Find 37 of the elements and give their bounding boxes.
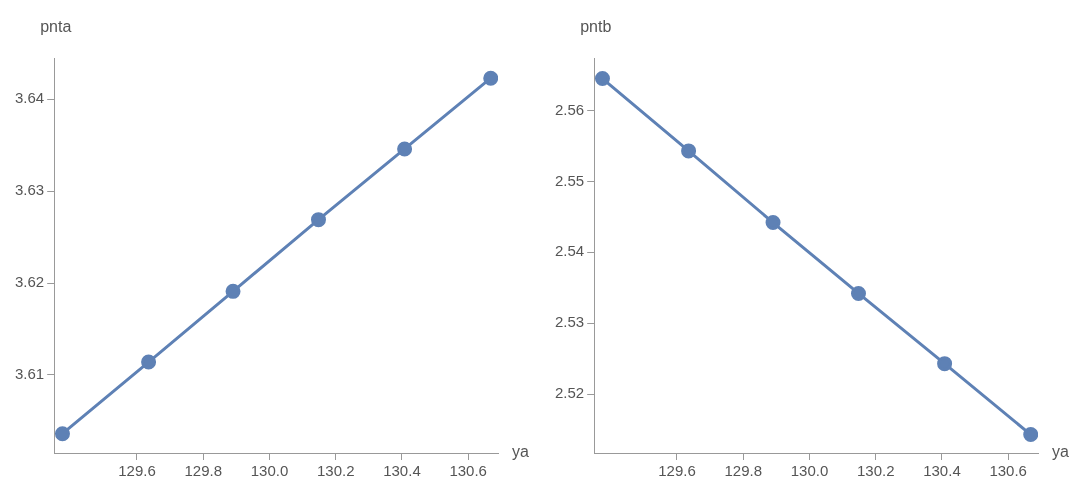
y-tick-label: 3.64 xyxy=(14,89,45,107)
point xyxy=(483,70,498,86)
y-tick-label: 3.61 xyxy=(14,365,45,383)
y-tick-label: 3.62 xyxy=(14,273,45,291)
y-tick-label: 2.54 xyxy=(554,242,585,260)
y-tick-label: 3.63 xyxy=(14,181,45,199)
point xyxy=(141,354,157,370)
x-tick-label: 129.6 xyxy=(118,462,156,480)
point xyxy=(1023,427,1038,443)
x-tick-label: 129.6 xyxy=(658,462,696,480)
x-axis-title: ya xyxy=(512,443,529,461)
y-tick-label: 2.56 xyxy=(554,100,585,118)
x-tick-label: 130.2 xyxy=(316,462,355,480)
y-tick-label: 2.52 xyxy=(554,384,585,402)
point xyxy=(594,71,610,87)
x-tick-label: 130.6 xyxy=(989,462,1027,480)
point xyxy=(765,215,781,231)
x-tick-label: 129.8 xyxy=(724,462,763,480)
x-tick-label: 130.0 xyxy=(250,462,289,480)
point xyxy=(54,426,70,442)
x-tick-label: 130.4 xyxy=(923,462,961,480)
x-tick-label: 129.8 xyxy=(184,462,223,480)
x-tick-label: 130.4 xyxy=(383,462,421,480)
x-tick-label: 130.0 xyxy=(790,462,829,480)
y-axis-title: pnta xyxy=(40,18,72,36)
y-axis-title: pntb xyxy=(580,18,612,36)
x-axis-title: ya xyxy=(1052,443,1069,461)
y-tick-label: 2.55 xyxy=(554,171,585,189)
point xyxy=(850,285,866,301)
point xyxy=(937,356,953,372)
x-tick-label: 130.6 xyxy=(449,462,487,480)
point xyxy=(225,283,241,299)
point xyxy=(681,143,697,159)
x-tick-label: 130.2 xyxy=(856,462,895,480)
point xyxy=(397,141,413,157)
y-tick-label: 2.53 xyxy=(554,313,585,331)
point xyxy=(310,212,326,228)
